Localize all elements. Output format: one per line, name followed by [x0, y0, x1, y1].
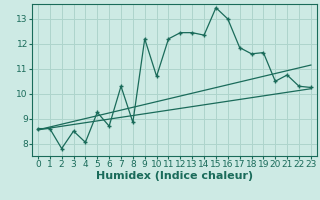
X-axis label: Humidex (Indice chaleur): Humidex (Indice chaleur) [96, 171, 253, 181]
